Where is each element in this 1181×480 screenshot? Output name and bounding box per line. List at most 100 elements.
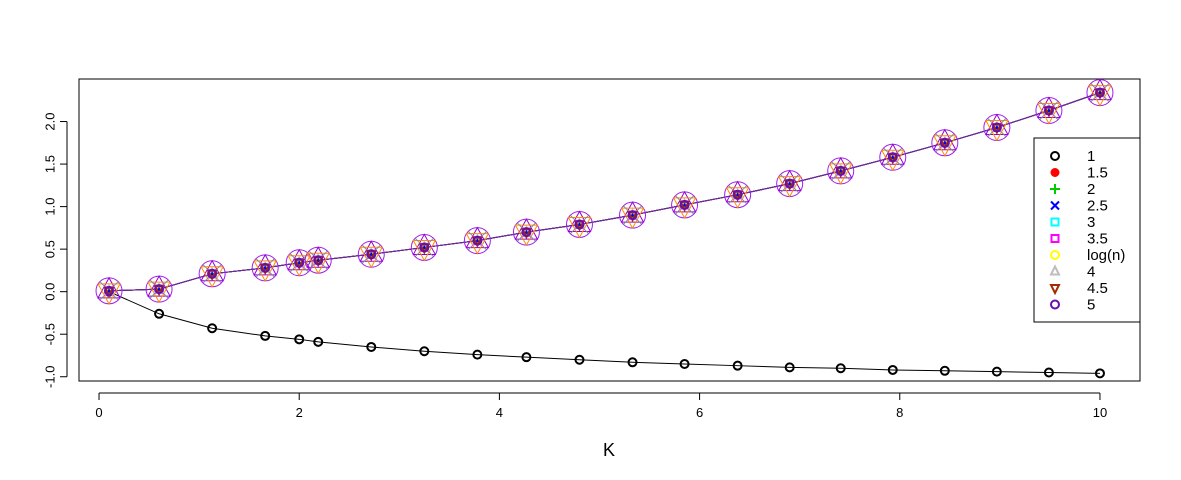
series-layer <box>95 78 1114 379</box>
data-point <box>679 358 690 369</box>
series-1 <box>108 291 1100 374</box>
series-markers-2.5 <box>104 87 1105 296</box>
x-tick-label: 0 <box>95 405 102 420</box>
legend-item: 1.5 <box>1050 165 1108 182</box>
legend-item: log(n) <box>1050 247 1125 264</box>
data-point <box>366 341 377 352</box>
data-point <box>627 210 638 221</box>
legend-item: 1 <box>1050 148 1095 165</box>
data-point <box>627 357 638 368</box>
legend-label: 1 <box>1087 148 1095 165</box>
data-point <box>835 165 846 176</box>
data-point <box>887 152 898 163</box>
x-axis: 0 2 4 6 8 10 <box>95 392 1107 420</box>
series-markers-1 <box>104 286 1105 379</box>
plot-frame <box>78 78 1141 382</box>
data-point <box>419 242 430 253</box>
data-point <box>294 257 305 268</box>
data-point <box>1094 87 1105 98</box>
y-axis: -1.0 -0.5 0.0 0.5 1.0 1.5 2.0 <box>43 112 68 388</box>
legend-marker <box>1050 217 1060 227</box>
data-point <box>939 137 950 148</box>
series-markers-2 <box>104 87 1105 296</box>
data-point <box>991 122 1002 133</box>
series-markers-4.5 <box>103 88 1106 299</box>
data-point <box>472 235 483 246</box>
legend-marker <box>1050 200 1060 211</box>
y-tick-label: 0.5 <box>43 240 58 258</box>
data-point <box>521 227 532 238</box>
legend-label: 2 <box>1087 181 1095 198</box>
data-point <box>104 285 115 296</box>
x-axis-title: K <box>603 440 615 460</box>
series-markers-log(n) <box>104 87 1105 296</box>
data-point <box>260 330 271 341</box>
series-line <box>108 291 1100 374</box>
legend-marker <box>1050 299 1060 310</box>
legend-label: 2.5 <box>1087 198 1108 215</box>
data-point <box>294 334 305 345</box>
data-point <box>679 199 690 210</box>
legend-item: 4.5 <box>1049 280 1108 297</box>
data-point <box>260 262 271 273</box>
data-point <box>1043 105 1054 116</box>
data-point <box>1094 368 1105 379</box>
legend-item: 3 <box>1050 214 1095 231</box>
data-point <box>366 249 377 260</box>
data-point <box>154 308 165 319</box>
data-point <box>313 255 324 266</box>
data-point <box>784 178 795 189</box>
legend-marker <box>1050 151 1060 161</box>
legend-marker <box>1050 168 1060 177</box>
data-point <box>207 268 218 279</box>
series-markers-5 <box>104 87 1105 296</box>
data-point <box>784 362 795 373</box>
data-point <box>472 349 483 360</box>
data-point <box>887 364 898 375</box>
legend-box <box>1033 137 1141 323</box>
data-point <box>732 189 743 200</box>
series-markers-1.5 <box>104 88 1105 296</box>
data-point <box>732 360 743 371</box>
x-tick-label: 8 <box>896 405 903 420</box>
data-point <box>1043 367 1054 378</box>
y-tick-label: 1.0 <box>43 198 58 216</box>
legend-label: 4.5 <box>1087 280 1108 297</box>
legend-label: 1.5 <box>1087 165 1108 182</box>
y-tick-label: 1.5 <box>43 155 58 173</box>
x-tick-label: 2 <box>296 405 303 420</box>
legend-label: 5 <box>1087 297 1095 314</box>
legend-item: 2 <box>1050 181 1095 198</box>
legend-item: 3.5 <box>1050 231 1108 248</box>
legend-label: 3.5 <box>1087 231 1108 248</box>
y-tick-label: 0.0 <box>43 283 58 301</box>
data-point <box>521 352 532 363</box>
legend-marker <box>1049 284 1061 296</box>
data-point <box>939 365 950 376</box>
legend-item: 5 <box>1050 297 1095 314</box>
data-point <box>419 346 430 357</box>
legend-marker <box>1050 234 1060 243</box>
x-tick-label: 10 <box>1093 405 1107 420</box>
data-point <box>574 219 585 230</box>
y-tick-label: 2.0 <box>43 112 58 130</box>
data-point <box>207 323 218 334</box>
y-tick-label: -1.0 <box>43 366 58 388</box>
legend-marker <box>1050 184 1060 194</box>
data-point <box>991 366 1002 377</box>
y-tick-label: -0.5 <box>43 323 58 345</box>
data-point <box>154 284 165 295</box>
legend-label: 3 <box>1087 214 1095 231</box>
legend-item: 4 <box>1049 264 1095 281</box>
legend-label: 4 <box>1087 264 1095 281</box>
x-tick-label: 6 <box>696 405 703 420</box>
legend-item: 2.5 <box>1050 198 1108 215</box>
legend-marker <box>1049 264 1061 276</box>
legend-label: log(n) <box>1087 247 1125 264</box>
data-point <box>574 354 585 365</box>
x-tick-label: 4 <box>496 405 503 420</box>
legend-marker <box>1050 250 1060 260</box>
data-point <box>835 363 846 374</box>
